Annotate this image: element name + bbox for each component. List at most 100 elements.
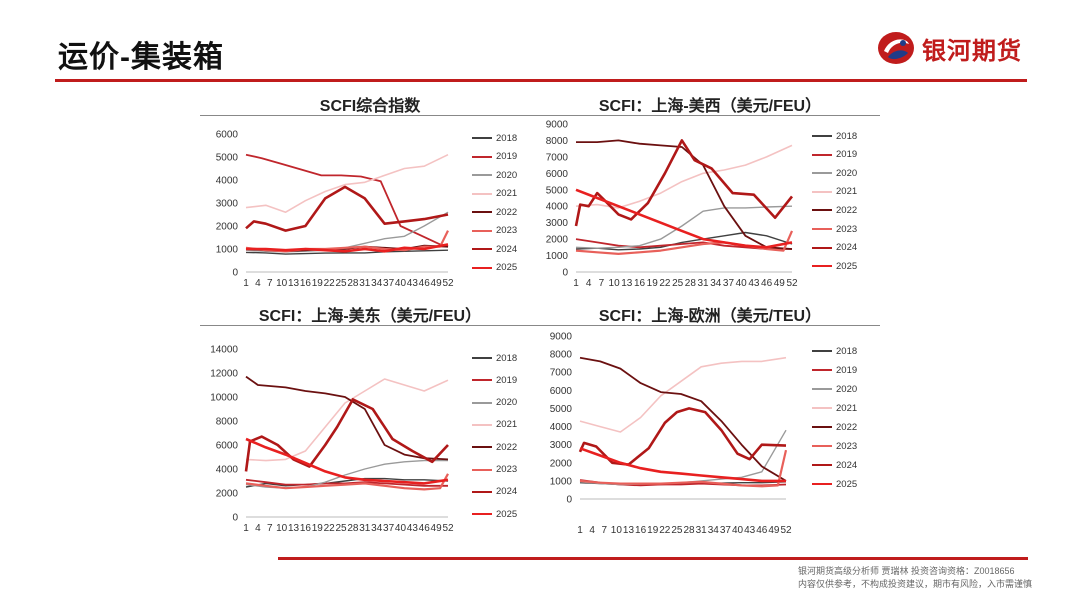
legend-swatch xyxy=(472,513,492,516)
x-tick-label: 46 xyxy=(756,525,768,535)
y-tick-label: 0 xyxy=(232,513,238,524)
y-tick-label: 9000 xyxy=(550,332,573,343)
legend-label: 2019 xyxy=(836,149,858,161)
legend-label: 2023 xyxy=(496,225,518,236)
legend-item-2022: 2022 xyxy=(812,421,857,433)
legend-swatch xyxy=(812,172,832,175)
legend-swatch xyxy=(812,209,832,212)
x-tick-label: 16 xyxy=(635,525,647,535)
x-tick-label: 25 xyxy=(671,525,683,535)
legend-label: 2025 xyxy=(836,478,858,490)
x-tick-label: 46 xyxy=(419,523,431,534)
legend-label: 2022 xyxy=(496,441,518,453)
y-tick-label: 4000 xyxy=(550,422,573,433)
x-tick-label: 46 xyxy=(761,278,773,289)
series-line-2021 xyxy=(575,144,793,209)
x-tick-label: 31 xyxy=(359,523,371,534)
series-line-2018 xyxy=(245,477,449,488)
series-line-2023 xyxy=(575,230,794,255)
y-tick-label: 0 xyxy=(232,268,238,279)
y-tick-label: 6000 xyxy=(546,169,569,180)
legend-item-2022: 2022 xyxy=(472,206,517,218)
y-tick-label: 2000 xyxy=(216,222,239,233)
x-tick-label: 16 xyxy=(300,523,312,534)
x-tick-label: 25 xyxy=(672,278,684,289)
legend-item-2021: 2021 xyxy=(812,186,857,198)
x-tick-label: 22 xyxy=(659,525,671,535)
legend-item-2023: 2023 xyxy=(472,225,517,237)
legend-swatch xyxy=(812,265,832,268)
legend-swatch xyxy=(472,357,492,359)
legend-label: 2022 xyxy=(496,206,518,218)
legend-label: 2023 xyxy=(836,223,858,235)
legend-item-2023: 2023 xyxy=(812,440,857,452)
x-tick-label: 31 xyxy=(359,278,371,289)
x-tick-label: 43 xyxy=(407,523,419,534)
x-tick-label: 4 xyxy=(589,525,595,535)
legend-label: 2024 xyxy=(496,243,518,255)
chart-title: SCFI综合指数 xyxy=(319,98,421,115)
x-tick-label: 34 xyxy=(708,525,720,535)
x-tick-label: 34 xyxy=(371,523,383,534)
y-tick-label: 6000 xyxy=(216,441,239,452)
legend-swatch xyxy=(472,379,492,382)
legend-swatch xyxy=(812,464,832,466)
y-tick-label: 2000 xyxy=(550,458,573,469)
title-underline xyxy=(55,79,1027,82)
legend-label: 2018 xyxy=(836,130,858,142)
legend-swatch xyxy=(472,192,492,195)
legend-label: 2025 xyxy=(496,262,518,273)
legend-item-2018: 2018 xyxy=(472,352,517,364)
x-tick-label: 7 xyxy=(601,525,607,535)
series-line-2025 xyxy=(579,447,786,483)
series-line-2021 xyxy=(245,153,449,213)
x-tick-label: 31 xyxy=(697,278,709,289)
legend-item-2022: 2022 xyxy=(472,441,517,453)
legend-swatch xyxy=(472,137,492,139)
legend-swatch xyxy=(472,423,492,426)
x-tick-label: 28 xyxy=(683,525,695,535)
chart-title-underline xyxy=(540,115,880,116)
chart-title: SCFI：上海-欧洲（美元/TEU） xyxy=(598,308,822,325)
legend-item-2021: 2021 xyxy=(472,419,517,431)
x-tick-label: 34 xyxy=(710,278,722,289)
series-line-2021 xyxy=(245,378,449,462)
legend-item-2024: 2024 xyxy=(472,243,517,255)
series-line-2024 xyxy=(245,185,449,232)
legend-swatch xyxy=(472,248,492,250)
x-tick-label: 31 xyxy=(696,525,708,535)
legend-swatch xyxy=(472,468,492,471)
legend-label: 2020 xyxy=(496,169,518,181)
y-tick-label: 4000 xyxy=(216,176,239,187)
legend-label: 2023 xyxy=(836,440,858,452)
x-tick-label: 25 xyxy=(335,278,347,289)
x-tick-label: 22 xyxy=(324,278,336,289)
y-tick-label: 8000 xyxy=(216,417,239,428)
page-title: 运价-集装箱 xyxy=(58,41,224,74)
legend-label: 2020 xyxy=(836,383,858,395)
x-tick-label: 34 xyxy=(371,278,383,289)
legend-item-2025: 2025 xyxy=(812,260,857,272)
y-tick-label: 5000 xyxy=(550,404,573,415)
x-tick-label: 28 xyxy=(347,278,359,289)
x-tick-label: 40 xyxy=(395,278,407,289)
y-tick-label: 2000 xyxy=(216,489,239,500)
legend-swatch xyxy=(472,446,492,449)
x-tick-label: 7 xyxy=(267,278,273,289)
legend-item-2020: 2020 xyxy=(472,397,517,409)
series-line-2022 xyxy=(576,139,793,250)
disclaimer: 银河期货高级分析师 贾瑞林 投资咨询资格：Z0018656 内容仅供参考，不构成… xyxy=(798,565,1032,591)
chart-title: SCFI：上海-美东（美元/FEU） xyxy=(258,308,482,325)
x-tick-label: 13 xyxy=(623,525,635,535)
legend-item-2021: 2021 xyxy=(812,402,857,414)
legend-item-2025: 2025 xyxy=(812,478,857,490)
chart-panel-shanghai-useast: SCFI：上海-美东（美元/FEU） 0 2000 4000 6000 8000 1000… xyxy=(200,300,540,535)
legend-swatch xyxy=(812,350,832,352)
series-line-2020 xyxy=(579,429,787,486)
series-line-2022 xyxy=(579,356,787,482)
y-tick-label: 7000 xyxy=(550,368,573,379)
x-tick-label: 28 xyxy=(685,278,697,289)
chart-title-underline xyxy=(200,325,540,326)
y-tick-label: 3000 xyxy=(550,440,573,451)
brand-logo: 银河期货 xyxy=(876,28,1022,68)
